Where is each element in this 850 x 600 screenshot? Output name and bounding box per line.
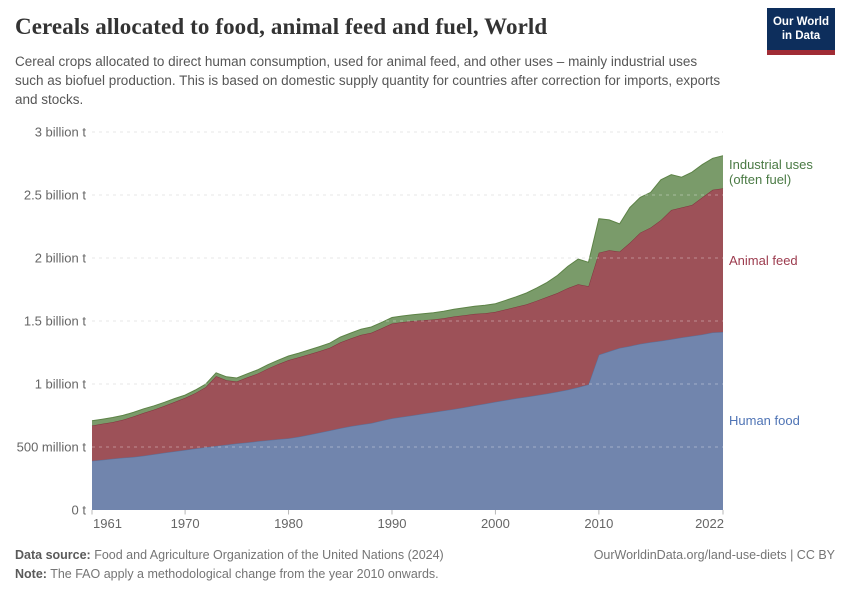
legend-label-line: (often fuel) bbox=[729, 172, 792, 188]
x-tick-label: 1990 bbox=[378, 516, 407, 531]
legend-label-line: Human food bbox=[729, 413, 800, 429]
legend-label-line: Animal feed bbox=[729, 252, 798, 268]
chart-subtitle: Cereal crops allocated to direct human c… bbox=[15, 54, 721, 108]
owid-logo[interactable]: Our World in Data bbox=[767, 8, 835, 55]
owid-logo-line1: Our World bbox=[772, 16, 829, 28]
owid-url-link[interactable]: OurWorldinData.org/land-use-diets | CC B… bbox=[593, 548, 835, 562]
x-tick-label: 2000 bbox=[481, 516, 510, 531]
data-source-label: Data source: bbox=[15, 548, 91, 562]
page-title: Cereals allocated to food, animal feed a… bbox=[15, 14, 548, 39]
x-axis: 1961 1970 1980 1990 2000 2010 2022 bbox=[91, 510, 724, 531]
data-source-text: Food and Agriculture Organization of the… bbox=[90, 548, 444, 562]
y-tick-label: 2.5 billion t bbox=[24, 188, 87, 203]
y-tick-label: 0 t bbox=[72, 503, 87, 518]
y-tick-label: 2 billion t bbox=[35, 251, 87, 266]
legend-label-industrial-uses[interactable]: Industrial uses (often fuel) bbox=[729, 157, 813, 187]
area-industrial-uses[interactable] bbox=[92, 155, 723, 426]
note-text: The FAO apply a methodological change fr… bbox=[46, 567, 439, 582]
area-human-food[interactable] bbox=[92, 332, 723, 510]
x-tick-label: 1980 bbox=[274, 516, 303, 531]
y-tick-label: 3 billion t bbox=[35, 125, 87, 140]
y-axis: 0 t 500 million t 1 billion t 1.5 billion t… bbox=[17, 125, 87, 518]
owid-logo-box: Our World in Data bbox=[767, 8, 835, 50]
data-source-line: Data source: Food and Agriculture Organi… bbox=[15, 546, 835, 565]
x-tick-label: 1970 bbox=[171, 516, 200, 531]
owid-logo-line2: in Data bbox=[781, 30, 821, 43]
y-tick-label: 500 million t bbox=[17, 440, 87, 455]
y-tick-label: 1 billion t bbox=[35, 377, 87, 392]
stacked-areas[interactable] bbox=[91, 155, 724, 510]
gridlines-overlay bbox=[92, 131, 723, 448]
note-line: Note: The FAO apply a methodological cha… bbox=[15, 565, 835, 584]
legend-label-human-food[interactable]: Human food bbox=[729, 413, 800, 428]
owid-logo-stripe bbox=[767, 49, 835, 55]
area-top-line-industrial-uses bbox=[91, 155, 724, 422]
x-tick-label: 2022 bbox=[695, 516, 724, 531]
area-animal-feed[interactable] bbox=[92, 188, 723, 461]
legend-label-line: Industrial uses bbox=[729, 157, 813, 173]
y-tick-label: 1.5 billion t bbox=[24, 314, 87, 329]
legend-label-animal-feed[interactable]: Animal feed bbox=[729, 253, 798, 268]
chart-footer: Data source: Food and Agriculture Organi… bbox=[15, 546, 835, 585]
x-tick-label: 2010 bbox=[584, 516, 613, 531]
note-label: Note: bbox=[15, 567, 47, 582]
x-tick-label: 1961 bbox=[93, 516, 122, 531]
